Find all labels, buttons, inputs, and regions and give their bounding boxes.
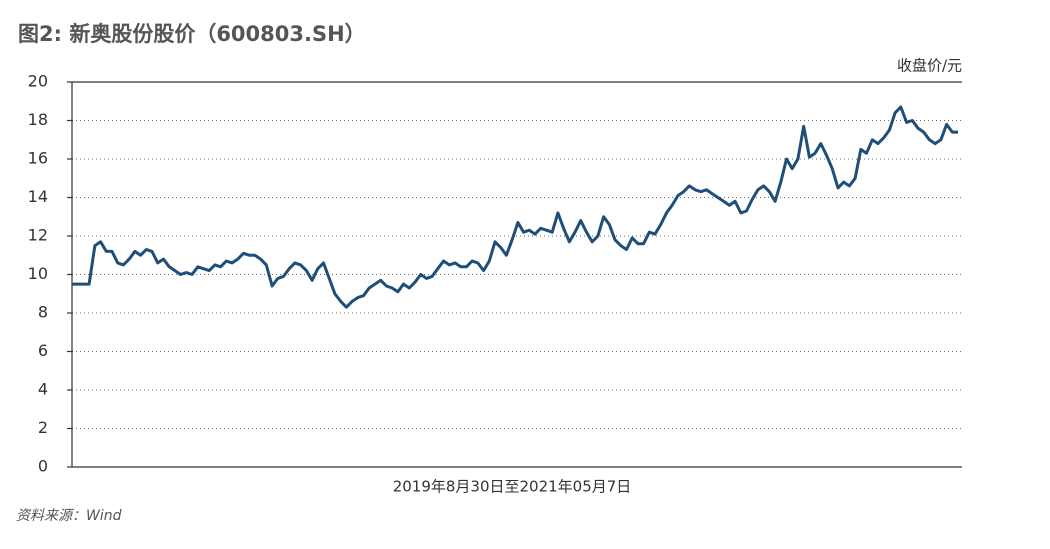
y-tick-label: 4 [38, 380, 48, 399]
y-tick-label: 16 [28, 149, 48, 168]
y-tick-label: 8 [38, 303, 48, 322]
y-axis-label: 收盘价/元 [897, 57, 962, 75]
source-note: 资料来源：Wind [16, 508, 122, 524]
y-tick-label: 18 [28, 110, 48, 129]
price-line [72, 105, 958, 309]
y-tick-label: 14 [28, 187, 48, 206]
chart-title: 图2: 新奥股份股价（600803.SH） [18, 22, 366, 46]
y-tick-label: 20 [28, 72, 48, 91]
y-tick-label: 2 [38, 418, 48, 437]
y-tick-label: 10 [28, 264, 48, 283]
y-tick-label: 0 [38, 457, 48, 476]
x-axis-label: 2019年8月30日至2021年05月7日 [393, 478, 632, 496]
y-tick-label: 6 [38, 341, 48, 360]
y-tick-label: 12 [28, 226, 48, 245]
